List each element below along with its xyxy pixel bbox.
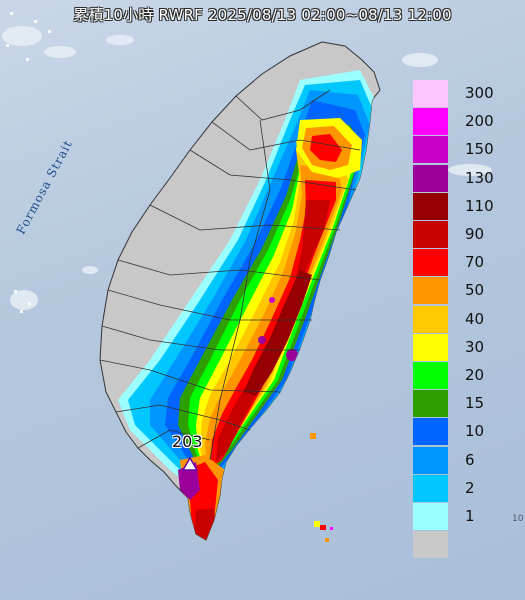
legend-label: 20 (465, 366, 485, 384)
legend-label: 110 (465, 196, 494, 215)
cloud-texture (2, 26, 492, 310)
legend-swatch (413, 446, 448, 474)
legend-swatch (413, 474, 448, 502)
legend-label: 90 (465, 225, 485, 243)
offshore-islands (310, 433, 333, 542)
legend-swatch (413, 80, 448, 107)
map-title: 累積10小時 RWRF 2025/08/13 02:00~08/13 12:00 (73, 6, 452, 24)
legend-swatch (413, 362, 448, 389)
legend-label: 15 (465, 394, 485, 413)
legend-swatch (413, 277, 448, 305)
legend-swatch (413, 390, 448, 418)
legend-label: 6 (465, 450, 475, 469)
legend-swatch (413, 108, 448, 136)
legend-label: 150 (465, 140, 494, 159)
legend-swatch (413, 249, 448, 277)
legend-swatch (413, 221, 448, 248)
legend-swatch (413, 136, 448, 164)
legend-swatch (413, 503, 448, 530)
county-boundaries (99, 89, 361, 461)
legend-swatch (413, 305, 448, 333)
legend-label: 40 (465, 309, 485, 328)
legend-swatch (413, 333, 448, 361)
legend-label: 50 (465, 281, 485, 300)
legend-swatch (413, 192, 448, 220)
legend-label: 10 (465, 422, 485, 441)
legend-swatch (413, 531, 448, 559)
legend-swatch (413, 418, 448, 446)
legend-swatch (413, 164, 448, 192)
legend-label: 130 (465, 168, 494, 187)
legend-label: 2 (465, 478, 475, 497)
legend-label: 30 (465, 337, 485, 356)
legend-label: 70 (465, 253, 485, 272)
legend-label: 1 (465, 507, 475, 525)
peak-marker-icon (181, 456, 199, 471)
legend-label: 200 (465, 112, 494, 131)
peak-value-label: 203 (172, 432, 203, 451)
corner-label: 10 (512, 514, 524, 524)
legend-label: 300 (465, 84, 494, 102)
